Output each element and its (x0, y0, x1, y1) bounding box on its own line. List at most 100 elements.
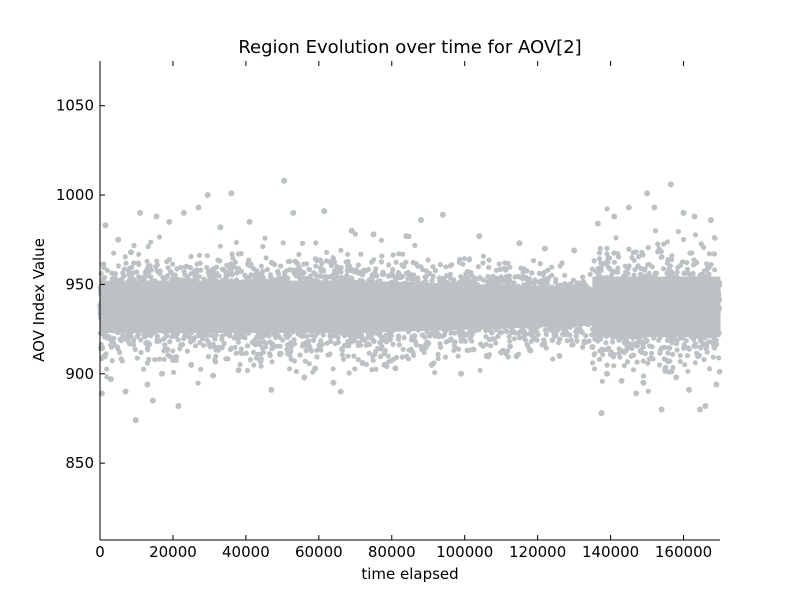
cloud-point (684, 331, 690, 337)
cloud-point (154, 339, 160, 345)
cloud-point (370, 357, 376, 363)
cloud-point (460, 261, 466, 267)
cloud-point (244, 343, 251, 349)
cloud-point (367, 277, 373, 283)
cloud-point (505, 348, 511, 354)
cloud-point (141, 274, 147, 280)
cloud-point (288, 344, 294, 350)
cloud-point (302, 320, 308, 326)
cloud-point (134, 284, 140, 290)
cloud-point (517, 335, 523, 341)
cloud-point (711, 335, 717, 341)
cloud-point (367, 302, 373, 308)
chart-title: Region Evolution over time for AOV[2] (238, 37, 581, 58)
cloud-point (455, 346, 462, 352)
cloud-point (712, 235, 718, 241)
cloud-point (198, 366, 204, 372)
cloud-point (374, 297, 380, 304)
cloud-point (664, 239, 670, 245)
cloud-point (675, 331, 681, 337)
cloud-point (403, 270, 409, 276)
cloud-point (219, 277, 225, 283)
cloud-point (393, 283, 399, 289)
band-core-segment (293, 280, 298, 333)
cloud-point (199, 314, 205, 320)
cloud-point (461, 256, 468, 262)
cloud-point (674, 274, 680, 280)
cloud-point (174, 315, 180, 321)
cloud-point (544, 280, 550, 286)
cloud-point (130, 276, 137, 282)
cloud-point (615, 282, 621, 288)
cloud-point (623, 341, 629, 347)
cloud-point (438, 344, 444, 350)
cloud-point (483, 334, 489, 340)
cloud-point (303, 275, 309, 281)
cloud-point (205, 269, 211, 275)
cloud-point (707, 366, 713, 372)
cloud-point (154, 268, 160, 274)
cloud-point (353, 296, 359, 302)
cloud-point (582, 311, 588, 317)
cloud-point (657, 350, 663, 356)
cloud-point (127, 318, 133, 324)
cloud-point (129, 328, 135, 334)
cloud-point (482, 315, 488, 321)
cloud-point (668, 290, 674, 296)
cloud-point (424, 329, 430, 335)
cloud-point (189, 301, 195, 308)
cloud-point (312, 256, 318, 262)
cloud-point (677, 358, 683, 365)
cloud-point (701, 341, 707, 348)
cloud-point (528, 325, 534, 331)
cloud-point (574, 330, 580, 336)
cloud-point (285, 275, 291, 281)
cloud-point (117, 336, 123, 342)
cloud-point (465, 308, 471, 314)
cloud-point (245, 260, 251, 267)
cloud-point (633, 309, 640, 315)
cloud-point (645, 262, 651, 268)
cloud-point (369, 272, 375, 278)
cloud-point (524, 342, 530, 348)
cloud-point (268, 279, 274, 286)
cloud-point (650, 316, 656, 322)
cloud-point (487, 314, 493, 320)
cloud-point (121, 266, 127, 272)
cloud-point (248, 317, 254, 323)
cloud-point (170, 261, 176, 267)
cloud-point (615, 330, 621, 336)
cloud-point (616, 336, 623, 343)
cloud-point (399, 323, 405, 329)
cloud-point (342, 303, 348, 309)
cloud-point (476, 275, 483, 281)
cloud-point (595, 328, 601, 334)
cloud-point (628, 315, 634, 321)
cloud-point (432, 369, 438, 376)
cloud-point (669, 253, 675, 259)
cloud-point (118, 309, 125, 315)
cloud-point (455, 353, 461, 359)
cloud-point (192, 343, 199, 349)
cloud-point (299, 240, 306, 246)
cloud-point (165, 352, 171, 358)
cloud-point (277, 343, 283, 349)
cloud-point (175, 337, 181, 343)
cloud-point (419, 291, 425, 297)
cloud-point (401, 334, 407, 341)
cloud-point (677, 326, 683, 332)
cloud-point (232, 300, 238, 306)
cloud-point (115, 263, 122, 269)
cloud-point (590, 293, 596, 299)
cloud-point (712, 318, 718, 325)
cloud-point (244, 312, 250, 318)
cloud-point (607, 309, 613, 315)
cloud-point (185, 306, 191, 312)
cloud-point (621, 363, 627, 369)
cloud-point (267, 353, 273, 359)
cloud-point (237, 361, 243, 368)
cloud-point (351, 353, 357, 359)
cloud-point (456, 329, 462, 336)
cloud-point (117, 349, 123, 356)
